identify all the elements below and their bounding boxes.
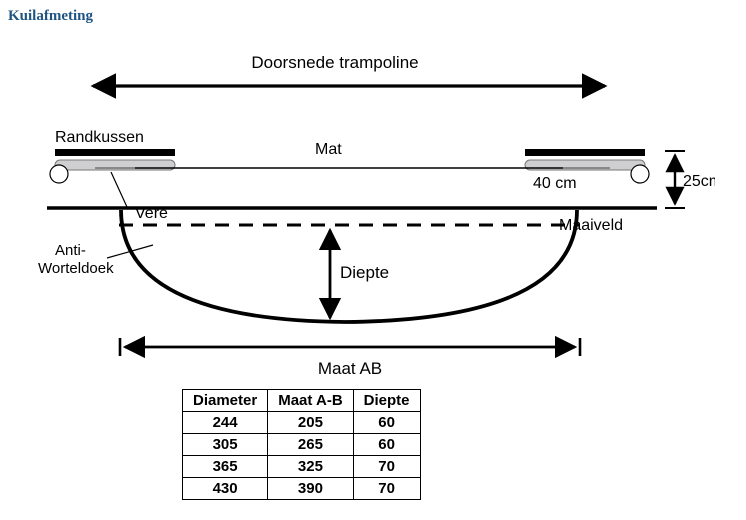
label-anti1: Anti- <box>55 242 86 259</box>
label-vere: Vere <box>135 205 168 222</box>
label-anti2: Worteldoek <box>38 260 114 277</box>
col-diameter: Diameter <box>183 390 268 412</box>
label-top-section: Doorsnede trampoline <box>251 53 418 72</box>
pointer-vere <box>111 172 127 207</box>
trampoline-cross-section-diagram: Doorsnede trampoline Randkussen Mat 40 c… <box>35 40 715 380</box>
label-diepte: Diepte <box>340 263 389 282</box>
table-row: 305 265 60 <box>183 434 421 456</box>
label-randkussen: Randkussen <box>55 129 144 146</box>
left-pad <box>50 149 175 183</box>
dimensions-table: Diameter Maat A-B Diepte 244 205 60 305 … <box>182 389 421 500</box>
table-row: 430 390 70 <box>183 478 421 500</box>
label-maatab: Maat AB <box>318 359 382 378</box>
label-40cm: 40 cm <box>533 175 577 192</box>
label-25cm: 25cm <box>683 173 715 190</box>
label-maaiveld: Maaiveld <box>559 217 623 234</box>
col-diepte: Diepte <box>353 390 420 412</box>
label-mat: Mat <box>315 141 342 158</box>
page-title: Kuilafmeting <box>8 8 93 25</box>
table-row: 365 325 70 <box>183 456 421 478</box>
table-header-row: Diameter Maat A-B Diepte <box>183 390 421 412</box>
col-maatab: Maat A-B <box>268 390 353 412</box>
table-row: 244 205 60 <box>183 412 421 434</box>
